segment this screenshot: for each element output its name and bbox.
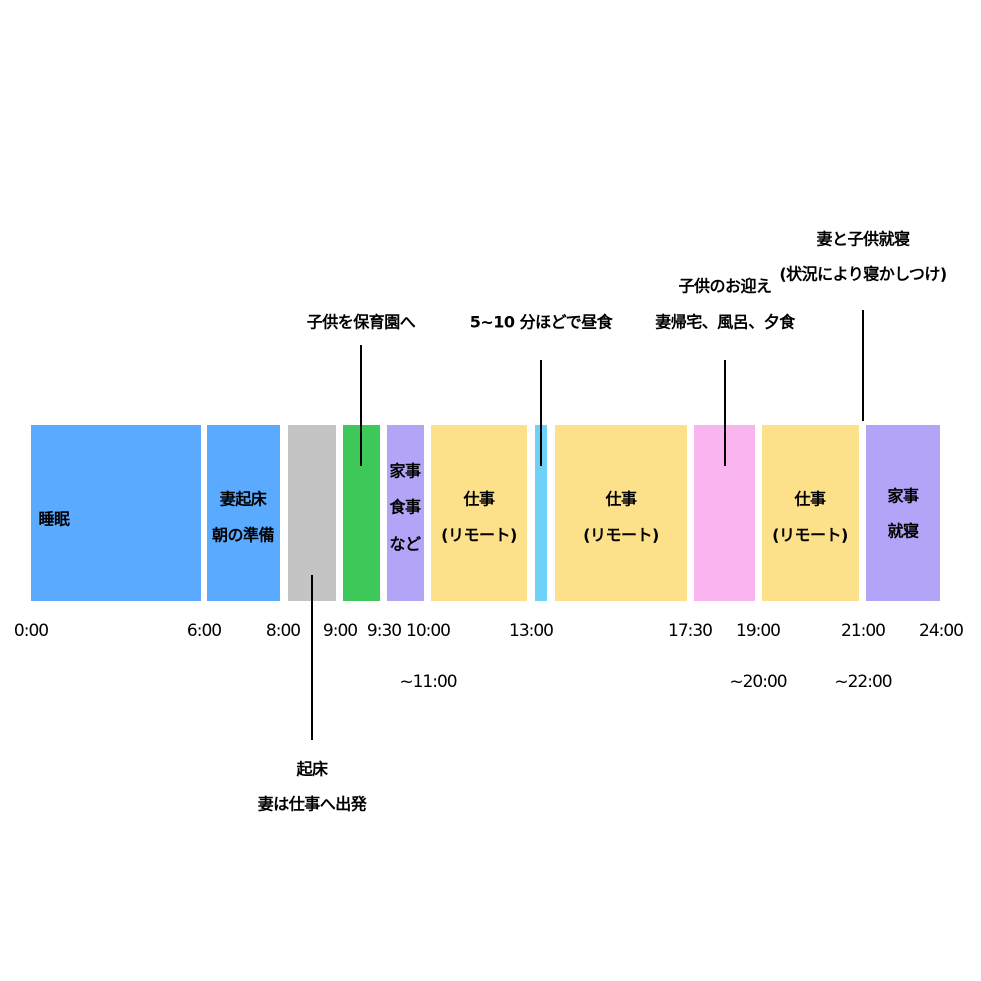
time-label: 10:00: [406, 621, 450, 641]
block-label: (リモート): [441, 526, 517, 545]
block: [431, 425, 527, 601]
block-label: 睡眠: [38, 510, 70, 529]
block: [762, 425, 859, 601]
annotation: 妻は仕事へ出発: [258, 795, 368, 814]
annotation: 5~10 分ほどで昼食: [470, 313, 614, 332]
block: [288, 425, 336, 601]
block: [535, 425, 547, 601]
block-label: 仕事: [604, 490, 637, 509]
time-labels: 0:00 6:00 8:00 9:00 9:30 10:00 13:00 17:…: [14, 621, 964, 692]
annotation: (状況により寝かしつけ): [779, 265, 946, 284]
block-label: 妻起床: [220, 490, 268, 509]
annotation: 子供のお迎え: [678, 277, 771, 296]
block: [31, 425, 201, 601]
annotation: 妻帰宅、風呂、夕食: [655, 313, 796, 332]
block-label: 就寝: [887, 522, 919, 541]
block-label: など: [389, 535, 421, 554]
block-label: 食事: [388, 498, 421, 517]
time-label: 21:00: [841, 621, 885, 641]
time-label: 8:00: [266, 621, 300, 641]
block-label: 仕事: [793, 490, 826, 509]
time-label: 24:00: [919, 621, 963, 641]
block-label: 家事: [887, 487, 919, 506]
time-label: 6:00: [187, 621, 221, 641]
annotation: 子供を保育園へ: [307, 313, 416, 332]
time-label: 19:00: [736, 621, 780, 641]
block: [207, 425, 280, 601]
time-label: 13:00: [509, 621, 553, 641]
annotation: 妻と子供就寝: [816, 230, 910, 249]
block-label: 家事: [389, 462, 421, 481]
block: [866, 425, 940, 601]
block-label: (リモート): [772, 526, 848, 545]
block-labels: 睡眠 妻起床 朝の準備 家事 食事 など 仕事 (リモート) 仕事 (リモート)…: [38, 462, 919, 554]
block: [555, 425, 687, 601]
block-label: 朝の準備: [212, 526, 275, 545]
time-label: ~20:00: [729, 672, 786, 692]
block: [387, 425, 424, 601]
time-label: ~22:00: [834, 672, 891, 692]
time-label: 9:30: [367, 621, 401, 641]
time-label: 0:00: [14, 621, 48, 641]
time-label: ~11:00: [399, 672, 456, 692]
annotation: 起床: [295, 760, 329, 779]
annotations: 子供を保育園へ 5~10 分ほどで昼食 子供のお迎え 妻帰宅、風呂、夕食 妻と子…: [258, 230, 947, 814]
block-label: 仕事: [462, 490, 495, 509]
blocks: [31, 425, 940, 601]
time-label: 9:00: [323, 621, 357, 641]
time-label: 17:30: [668, 621, 712, 641]
block-label: (リモート): [583, 526, 659, 545]
